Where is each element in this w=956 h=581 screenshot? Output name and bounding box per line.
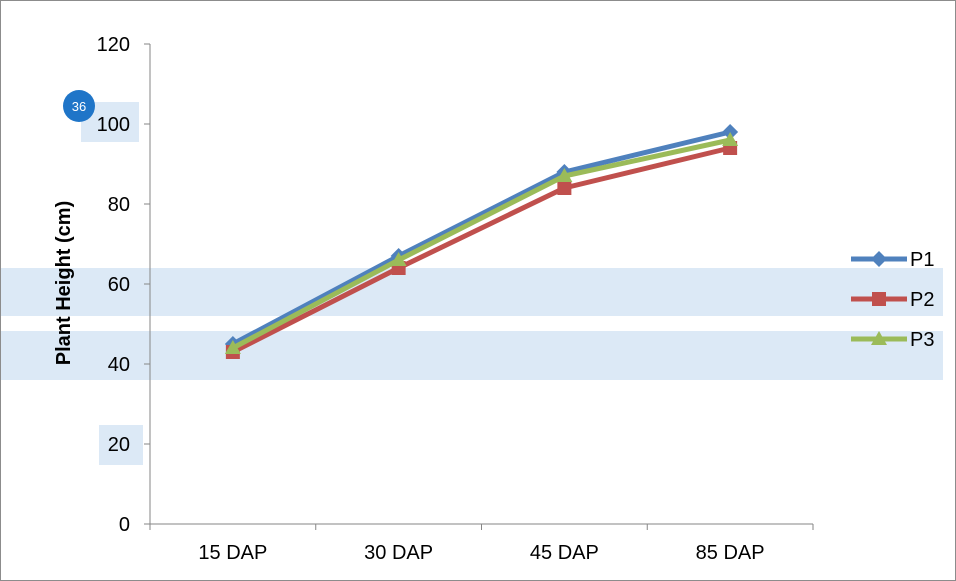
legend-item-p1: P1 [851,249,934,271]
x-tick-label: 85 DAP [696,542,765,564]
y-tick-label: 100 [97,114,130,136]
badge: 36 [63,90,95,122]
axes [144,43,814,530]
highlight-band [1,331,943,380]
badge-label: 36 [72,99,86,114]
data-point-p2 [557,181,572,195]
series-line-p3 [231,137,731,351]
y-tick-label: 40 [108,354,130,376]
y-tick-label: 60 [108,274,130,296]
highlight-bands [1,102,943,465]
series-line-p1 [231,129,731,347]
legend-item-p3: P3 [851,329,934,351]
series-p3 [224,132,739,354]
series-p2 [225,141,738,359]
highlight-band [1,268,943,316]
y-tick-label: 0 [119,514,130,536]
legend-item-p2: P2 [851,289,934,311]
x-tick-label: 15 DAP [198,542,267,564]
data-point-p3 [556,168,573,182]
legend-marker-p3 [871,331,887,345]
y-tick-label: 20 [108,434,130,456]
highlight-band [99,425,143,465]
series-group [224,124,739,359]
data-point-p3 [390,252,407,266]
badge-circle [63,90,95,122]
y-tick-label: 80 [108,194,130,216]
data-point-p3 [224,340,241,354]
x-axis-tick-labels: 15 DAP 30 DAP 45 DAP 85 DAP [198,542,764,564]
y-axis-title: Plant Height (cm) [53,201,75,365]
data-point-p3 [722,132,739,146]
x-tick-label: 30 DAP [364,542,433,564]
legend-label-p2: P2 [910,289,934,311]
y-axis-tick-labels: 0 20 40 60 80 100 120 [97,34,130,536]
x-tick-label: 45 DAP [530,542,599,564]
legend-label-p3: P3 [910,329,934,351]
legend: P1 P2 P3 [851,249,934,351]
legend-label-p1: P1 [910,249,934,271]
y-tick-label: 120 [97,34,130,56]
legend-marker-p2 [872,292,886,306]
series-line-p2 [231,145,731,355]
legend-marker-p1 [871,251,887,267]
